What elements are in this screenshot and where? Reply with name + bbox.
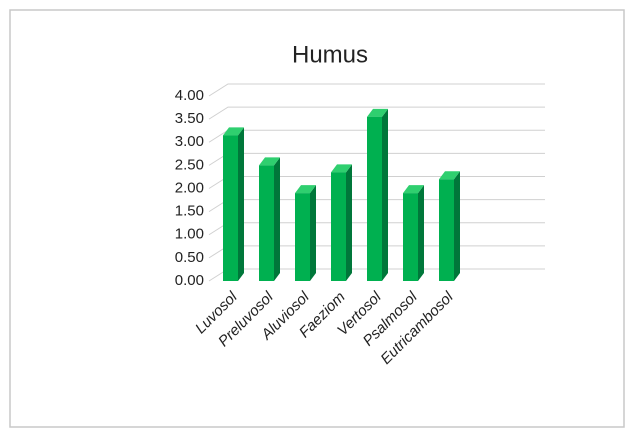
y-tick-label: 2.00: [175, 179, 204, 196]
bar-side: [382, 108, 388, 281]
y-tick-label: 3.50: [175, 110, 204, 127]
bar-side: [346, 164, 352, 281]
bar-top: [295, 185, 316, 194]
y-tick-label: 1.00: [175, 226, 204, 243]
y-tick-label: 4.00: [175, 87, 204, 104]
bar: [259, 165, 274, 281]
bar-side: [274, 157, 280, 281]
bar-top: [367, 108, 388, 117]
bar-side: [238, 127, 244, 281]
grid-line: [208, 106, 545, 120]
bar-top: [403, 185, 424, 194]
bar: [439, 179, 454, 281]
bar-side: [418, 185, 424, 281]
bar: [223, 135, 238, 281]
y-tick-label: 0.00: [175, 272, 204, 289]
y-tick-label: 3.00: [175, 133, 204, 150]
bar-side: [310, 185, 316, 281]
grid-line: [208, 83, 545, 97]
y-tick-label: 2.50: [175, 156, 204, 173]
bar-side: [454, 171, 460, 281]
bar-top: [223, 127, 244, 136]
bar: [295, 193, 310, 281]
bar-top: [439, 171, 460, 180]
bar: [367, 116, 382, 281]
chart-border: [9, 9, 625, 428]
bar-top: [259, 157, 280, 166]
chart-title: Humus: [292, 41, 368, 68]
bar: [331, 172, 346, 281]
y-tick-label: 0.50: [175, 249, 204, 266]
bar: [403, 193, 418, 281]
y-tick-label: 1.50: [175, 203, 204, 220]
bar-top: [331, 164, 352, 173]
